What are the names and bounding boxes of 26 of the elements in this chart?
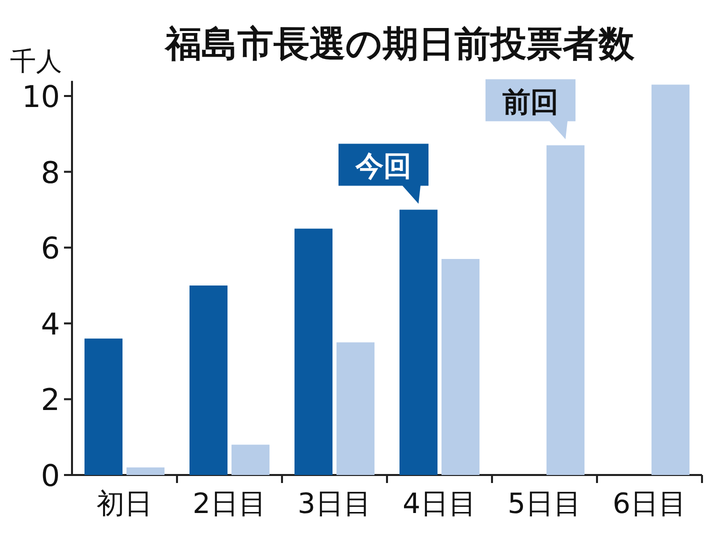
y-tick-label: 8	[40, 156, 60, 191]
y-tick-label: 4	[40, 307, 60, 342]
bar	[336, 342, 374, 475]
bar	[652, 84, 690, 475]
bar	[190, 286, 228, 475]
bar	[400, 210, 438, 475]
x-tick-label: 3日目	[298, 487, 372, 520]
bar	[126, 467, 164, 475]
y-tick-label: 6	[40, 232, 60, 267]
bar	[546, 145, 584, 475]
bar	[442, 258, 480, 475]
y-axis-title: 千人	[10, 47, 62, 77]
x-tick-label: 6日目	[612, 487, 686, 520]
y-tick-label: 0	[40, 459, 60, 494]
y-tick-label: 2	[40, 383, 60, 418]
bar	[84, 338, 122, 475]
chart-title: 福島市長選の期日前投票者数	[164, 24, 636, 65]
series-label: 前回	[502, 85, 558, 118]
bar	[294, 228, 332, 475]
x-tick-label: 5日目	[508, 487, 582, 520]
x-tick-label: 初日	[96, 487, 152, 520]
bar	[232, 444, 270, 475]
x-tick-label: 2日目	[192, 487, 266, 520]
series-label: 今回	[354, 150, 412, 183]
x-tick-label: 4日目	[402, 487, 476, 520]
y-tick-label: 10	[22, 80, 60, 115]
